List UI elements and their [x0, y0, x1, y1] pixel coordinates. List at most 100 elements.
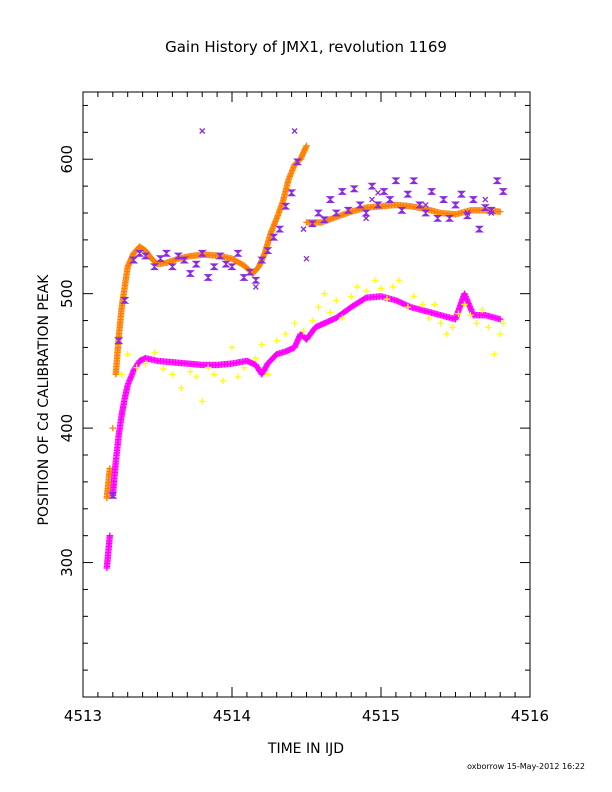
- series-4-point: [389, 283, 397, 291]
- series-4-point: [348, 293, 355, 300]
- series-2-point: [287, 189, 297, 197]
- series-4-point: [204, 364, 212, 371]
- series-4-point: [485, 324, 492, 331]
- series-2-point: [135, 249, 145, 257]
- series-4-point: [124, 350, 131, 358]
- series-2-point: [373, 201, 383, 209]
- series-4-point: [219, 377, 227, 385]
- series-2-point: [361, 209, 371, 217]
- series-4-point: [491, 350, 498, 358]
- series-4-point: [252, 355, 260, 362]
- series-2-point: [403, 190, 413, 198]
- x-axis-label: TIME IN IJD: [267, 741, 344, 757]
- x-tick-label: 4513: [64, 707, 102, 725]
- series-4-point: [467, 311, 474, 319]
- series-3-point: [300, 226, 307, 233]
- series-4-point: [362, 287, 370, 295]
- series-2-point: [427, 188, 437, 195]
- x-tick-label: 4516: [511, 707, 549, 725]
- series-4-point: [321, 290, 328, 297]
- series-2-point: [379, 188, 389, 195]
- y-tick-label: 500: [58, 279, 76, 308]
- series-4-point: [273, 337, 280, 344]
- series-4-point: [160, 365, 167, 373]
- series-2-point: [197, 249, 207, 257]
- series-4-point: [395, 277, 403, 284]
- series-2-point: [167, 263, 177, 271]
- series-4-point: [419, 301, 426, 308]
- series-3-point: [375, 189, 381, 196]
- series-4-point: [339, 314, 346, 322]
- series-2-point: [391, 177, 401, 185]
- series-4-point: [410, 293, 417, 300]
- series-2-point: [245, 268, 255, 276]
- series-2-point: [456, 190, 467, 198]
- series-2-point: [444, 214, 455, 222]
- series-4-point: [199, 398, 206, 405]
- series-4-point: [333, 297, 340, 304]
- series-4-point: [431, 301, 438, 308]
- series-2-point: [227, 263, 237, 271]
- series-4-point: [228, 344, 236, 351]
- series-2-point: [129, 256, 139, 264]
- series-2-point: [474, 225, 484, 233]
- series-4-point: [169, 371, 176, 378]
- series-2-point: [173, 252, 183, 260]
- series-2-point: [421, 209, 431, 217]
- series-4-point: [309, 317, 316, 324]
- series-2-point: [263, 247, 273, 255]
- series-2-point: [349, 185, 359, 193]
- series-2-point: [468, 196, 478, 203]
- chart-title: Gain History of JMX1, revolution 1169: [165, 38, 447, 56]
- series-4-point: [327, 309, 334, 316]
- footer-stamp: oxborrow 15-May-2012 16:22: [467, 762, 585, 771]
- series-2-point: [269, 233, 279, 241]
- series-3-point: [252, 283, 259, 290]
- series-2-point: [331, 209, 341, 217]
- plot-frame: [82, 91, 531, 698]
- y-tick-label: 600: [58, 145, 76, 174]
- series-4-point: [461, 301, 468, 308]
- series-4-point: [437, 320, 444, 327]
- series-4-point: [425, 314, 432, 322]
- series-0-point: [109, 424, 116, 432]
- series-0-point: [106, 465, 114, 472]
- y-tick-label: 400: [58, 414, 76, 443]
- series-0-point: [303, 142, 310, 149]
- series-4-point: [404, 303, 412, 311]
- series-2-point: [239, 274, 249, 281]
- series-4-point: [473, 320, 480, 327]
- series-4-point: [383, 295, 391, 303]
- series-2-point: [492, 177, 502, 185]
- series-2-point: [319, 216, 329, 224]
- series-2-point: [203, 274, 213, 281]
- x-tick-label: 4515: [362, 707, 400, 725]
- series-3-point: [422, 201, 429, 208]
- series-4-point: [455, 310, 462, 318]
- series-2-point: [209, 263, 219, 271]
- series-2-point: [337, 188, 347, 195]
- series-4-point: [240, 364, 248, 371]
- series-3-point: [303, 255, 310, 262]
- series-4-point: [264, 371, 271, 378]
- series-2-point: [161, 249, 172, 257]
- series-4-point: [178, 384, 185, 391]
- series-4-point: [210, 371, 218, 378]
- series-4-point: [142, 360, 149, 367]
- series-2-point: [367, 182, 377, 190]
- series-3-point: [482, 196, 489, 203]
- series-4-point: [118, 371, 125, 378]
- series-4-point: [497, 330, 504, 338]
- series-2-point: [281, 202, 291, 210]
- series-2-point: [140, 252, 151, 260]
- series-2-point: [149, 263, 160, 271]
- series-0-point: [497, 208, 504, 215]
- series-4-point: [133, 364, 140, 371]
- series-4-point: [443, 330, 450, 338]
- series-2-point: [498, 188, 508, 195]
- series-2-point: [185, 270, 195, 277]
- series-2-point: [385, 196, 395, 203]
- series-2-point: [313, 209, 324, 217]
- y-tick-label: 300: [58, 548, 76, 577]
- series-2-point: [307, 220, 318, 228]
